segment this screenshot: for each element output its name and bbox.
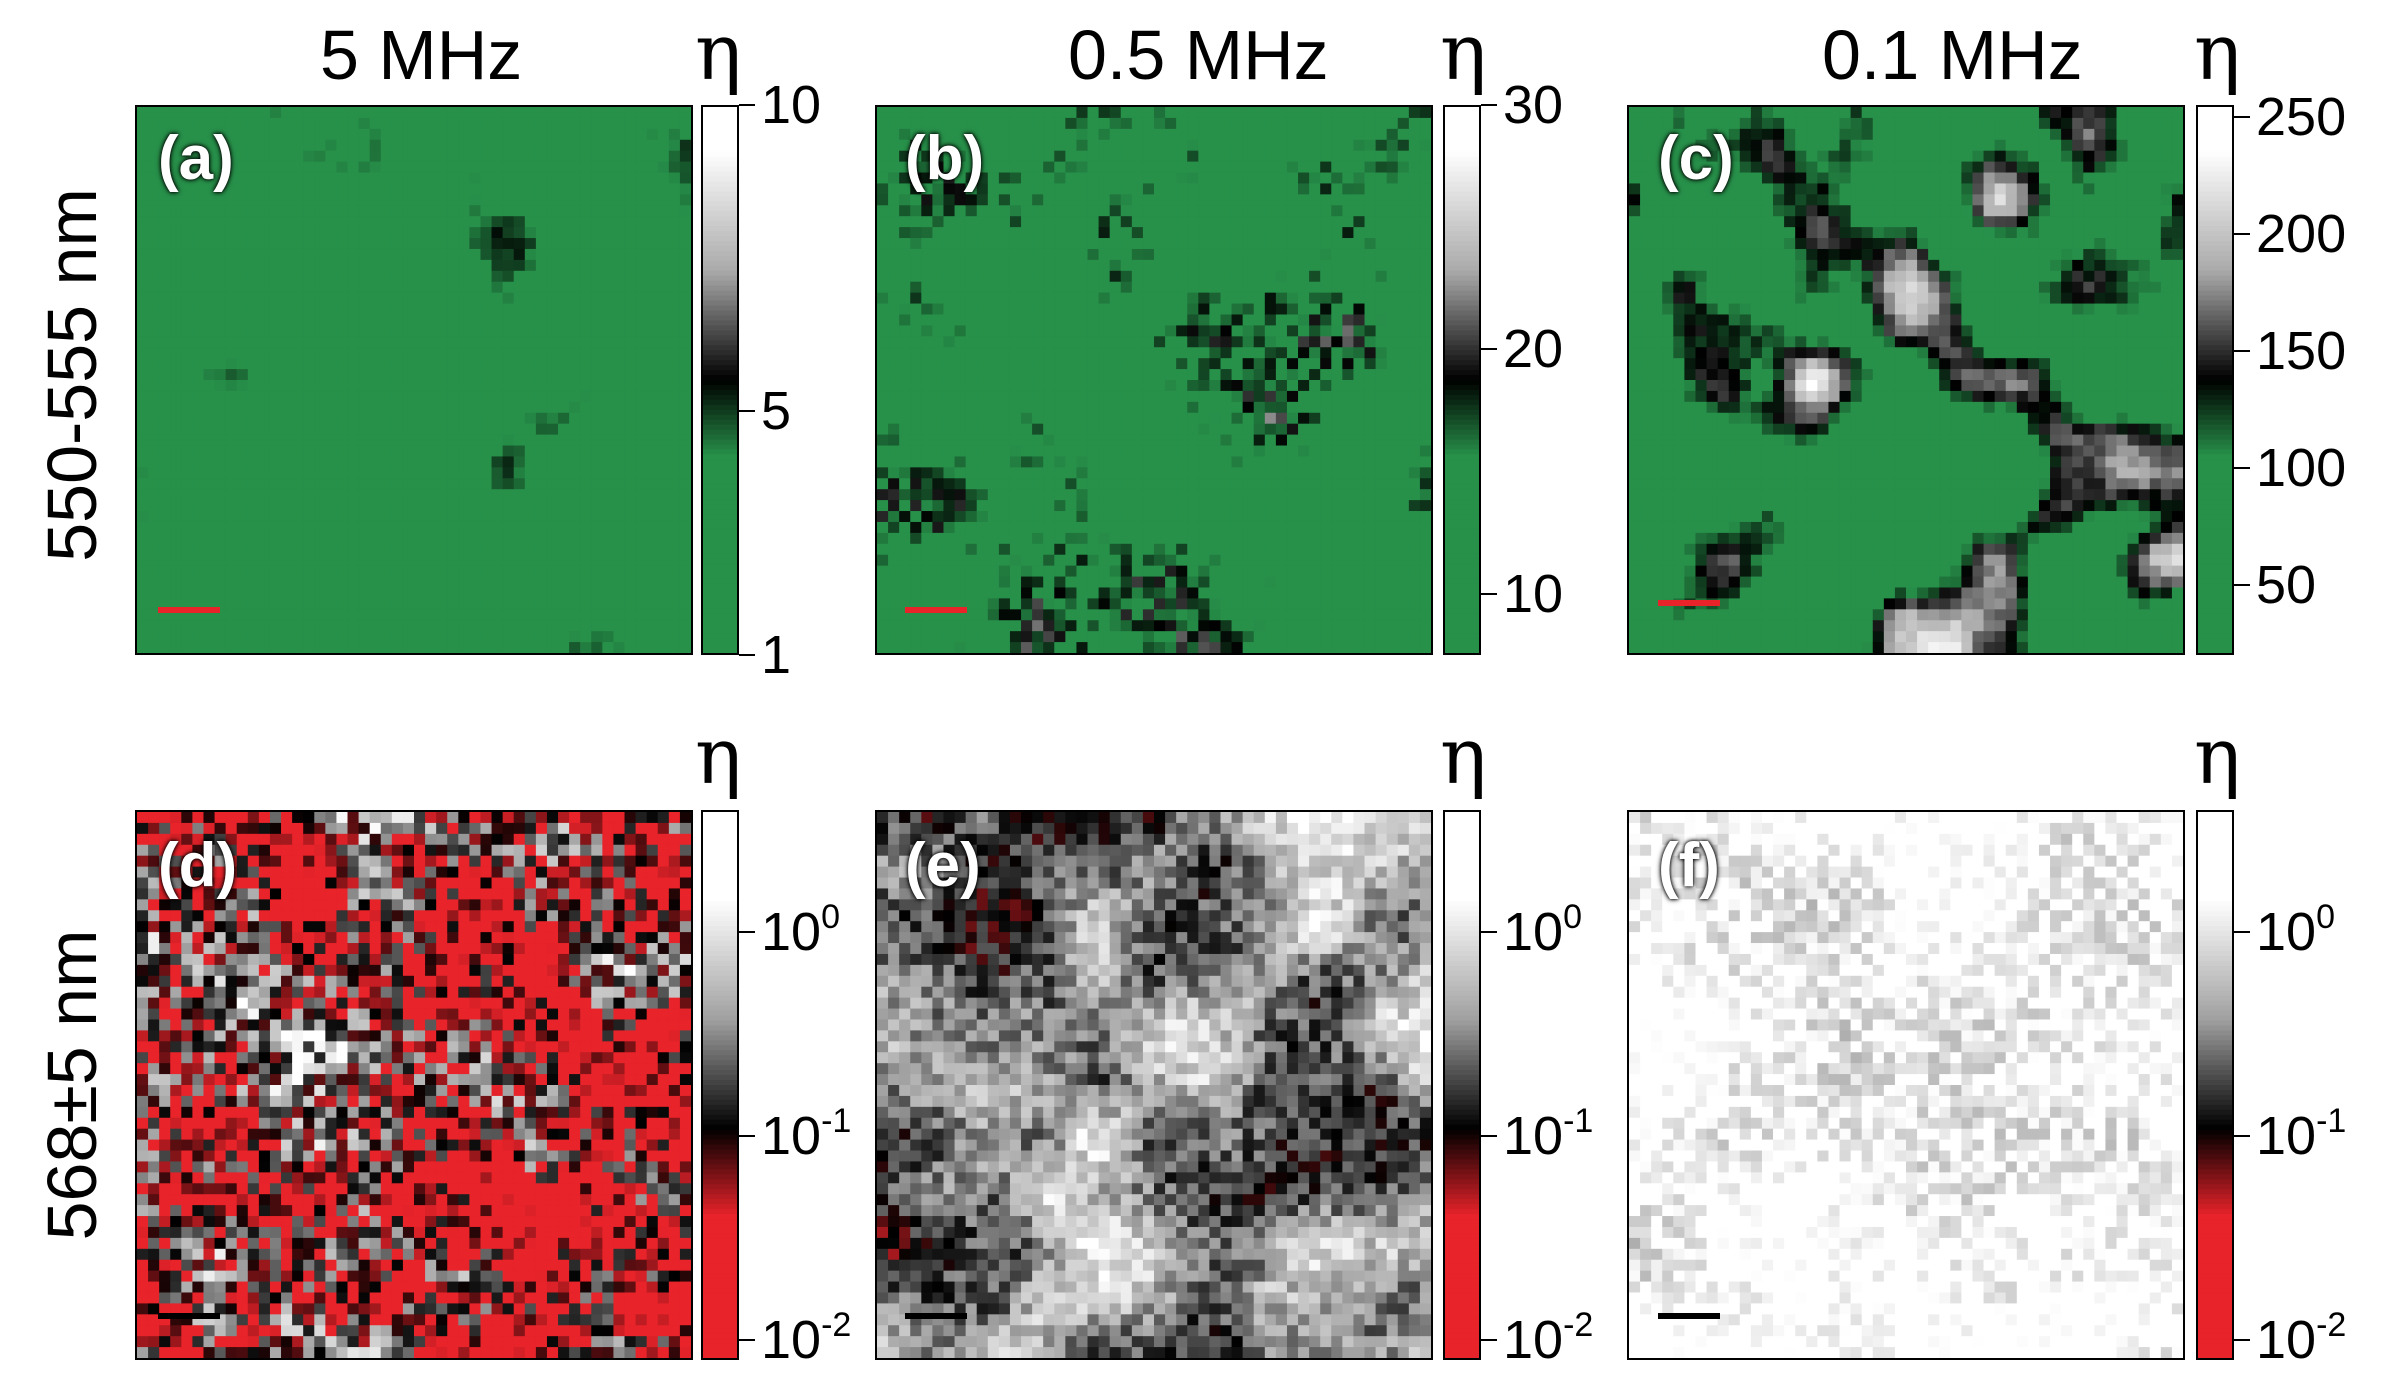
scale-bar-a: [158, 607, 220, 613]
colorbar-tick-label: 100: [2256, 898, 2335, 963]
colorbar-gradient-f: [2198, 812, 2232, 1358]
colorbar-tick-label: 10: [761, 75, 822, 135]
colorbar-tick-mark: [1481, 104, 1497, 106]
colorbar-gradient-b: [1445, 107, 1479, 653]
heatmap-panel-b: [875, 105, 1433, 655]
scale-bar-d: [158, 1313, 220, 1319]
scale-bar-f: [1658, 1313, 1720, 1319]
colorbar-tick-label: 200: [2256, 203, 2347, 264]
colorbar-tick-mark: [1481, 931, 1497, 934]
colorbar-ticks-d: 100 10-1 10-2: [739, 810, 939, 1367]
colorbar-e: [1443, 810, 1481, 1360]
colorbar-tick-label: 250: [2256, 86, 2347, 147]
colorbar-ticks-b: 30 20 10: [1481, 78, 1681, 655]
colorbar-tick-mark: [1481, 592, 1497, 595]
colorbar-tick-label: 100: [2256, 437, 2347, 498]
panel-label-b: (b): [905, 124, 985, 193]
column-title-2: 0.5 MHz: [1068, 16, 1329, 94]
colorbar-tick-mark: [739, 1338, 755, 1341]
heatmap-image-a: [137, 107, 691, 653]
colorbar-gradient-e: [1445, 812, 1479, 1358]
panel-label-c: (c): [1658, 124, 1734, 193]
panel-label-a: (a): [158, 124, 234, 193]
colorbar-tick-mark: [2234, 931, 2250, 934]
colorbar-tick-label: 50: [2256, 554, 2317, 615]
panel-label-e: (e): [905, 831, 981, 900]
colorbar-tick-label: 10-1: [761, 1101, 852, 1166]
colorbar-symbol-e: η: [1440, 712, 1487, 802]
heatmap-panel-d: [135, 810, 693, 1360]
colorbar-ticks-a: 10 5 1: [739, 78, 939, 682]
colorbar-tick-label: 5: [761, 380, 792, 441]
colorbar-tick-mark: [739, 104, 755, 106]
colorbar-symbol-c: η: [2194, 8, 2241, 98]
colorbar-ticks-c: 250 200 150 100 50: [2234, 90, 2374, 655]
colorbar-gradient-d: [703, 812, 737, 1358]
scale-bar-e: [905, 1313, 967, 1319]
scale-bar-c: [1658, 600, 1720, 606]
heatmap-panel-f: [1627, 810, 2185, 1360]
colorbar-tick-label: 10-2: [761, 1305, 852, 1370]
scale-bar-b: [905, 607, 967, 613]
colorbar-tick-mark: [739, 1134, 755, 1137]
heatmap-image-d: [137, 812, 691, 1358]
heatmap-image-b: [877, 107, 1431, 653]
colorbar-tick-label: 10-2: [2256, 1305, 2347, 1370]
colorbar-gradient-a: [703, 107, 737, 653]
colorbar-a: [701, 105, 739, 655]
colorbar-b: [1443, 105, 1481, 655]
colorbar-f: [2196, 810, 2234, 1360]
colorbar-tick-mark: [2234, 583, 2250, 586]
heatmap-panel-e: [875, 810, 1433, 1360]
colorbar-tick-mark: [1481, 1134, 1497, 1137]
heatmap-panel-c: [1627, 105, 2185, 655]
colorbar-symbol-d: η: [695, 712, 742, 802]
colorbar-gradient-c: [2198, 107, 2232, 653]
colorbar-tick-label: 10-1: [2256, 1101, 2347, 1166]
colorbar-tick-label: 1: [761, 625, 792, 685]
column-title-1: 5 MHz: [320, 16, 523, 94]
colorbar-tick-label: 100: [761, 898, 840, 963]
heatmap-image-c: [1629, 107, 2183, 653]
colorbar-tick-label: 10: [1503, 563, 1564, 624]
column-title-3: 0.1 MHz: [1822, 16, 2083, 94]
colorbar-tick-mark: [2234, 115, 2250, 118]
panel-label-d: (d): [158, 831, 238, 900]
row-title-2: 568±5 nm: [33, 929, 111, 1241]
colorbar-tick-mark: [739, 409, 755, 412]
colorbar-tick-mark: [2234, 1134, 2250, 1137]
colorbar-tick-mark: [739, 654, 755, 656]
colorbar-tick-mark: [2234, 232, 2250, 235]
heatmap-panel-a: [135, 105, 693, 655]
colorbar-ticks-f: 100 10-1 10-2: [2234, 810, 2374, 1367]
colorbar-tick-label: 30: [1503, 75, 1564, 135]
heatmap-image-e: [877, 812, 1431, 1358]
heatmap-image-f: [1629, 812, 2183, 1358]
colorbar-symbol-a: η: [695, 8, 742, 98]
colorbar-d: [701, 810, 739, 1360]
colorbar-symbol-f: η: [2194, 712, 2241, 802]
colorbar-tick-label: 20: [1503, 319, 1564, 380]
colorbar-tick-mark: [2234, 1338, 2250, 1341]
colorbar-tick-mark: [2234, 349, 2250, 352]
colorbar-tick-label: 10-2: [1503, 1305, 1594, 1370]
colorbar-tick-mark: [1481, 1338, 1497, 1341]
panel-label-f: (f): [1658, 831, 1720, 900]
colorbar-tick-mark: [739, 931, 755, 934]
colorbar-ticks-e: 100 10-1 10-2: [1481, 810, 1681, 1367]
colorbar-c: [2196, 105, 2234, 655]
colorbar-tick-mark: [2234, 466, 2250, 469]
colorbar-tick-label: 10-1: [1503, 1101, 1594, 1166]
row-title-1: 550-555 nm: [33, 188, 111, 562]
colorbar-tick-label: 150: [2256, 320, 2347, 381]
colorbar-tick-mark: [1481, 348, 1497, 351]
colorbar-tick-label: 100: [1503, 898, 1582, 963]
colorbar-symbol-b: η: [1440, 8, 1487, 98]
